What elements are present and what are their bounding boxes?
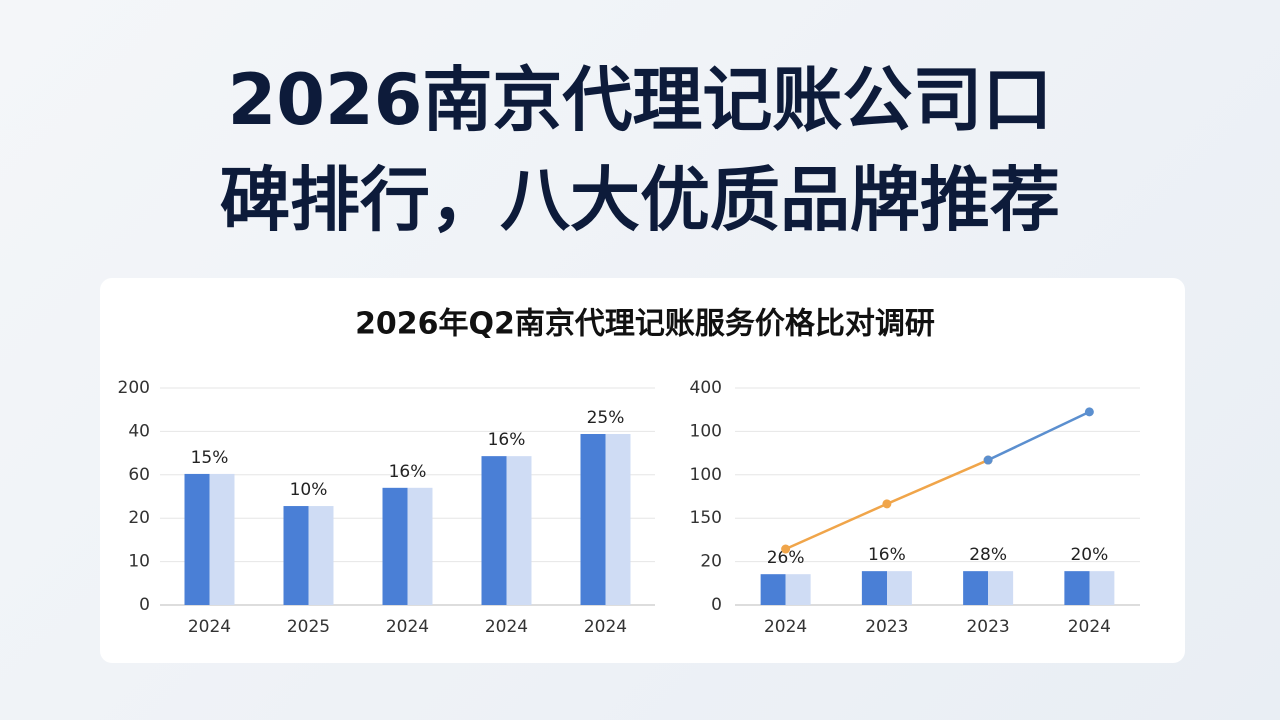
y-tick-label: 100: [690, 421, 722, 441]
x-tick-label: 2024: [1068, 617, 1111, 637]
point: [983, 455, 993, 465]
x-tick-label: 2024: [485, 617, 528, 637]
point: [882, 499, 892, 509]
y-tick-label: 100: [690, 465, 722, 485]
x-tick-label: 2024: [764, 617, 807, 637]
x-tick-label: 2024: [584, 617, 627, 637]
x-tick-label: 2023: [966, 617, 1009, 637]
x-tick-label: 2024: [188, 617, 231, 637]
y-tick-label: 60: [128, 465, 150, 485]
x-tick-label: 2025: [287, 617, 330, 637]
bar: [1064, 571, 1115, 605]
bar: [184, 473, 235, 605]
y-tick-label: 20: [700, 552, 722, 572]
bar: [861, 571, 912, 605]
bar-label: 26%: [767, 548, 805, 568]
x-tick-label: 2023: [865, 617, 908, 637]
bar-label: 10%: [290, 480, 328, 500]
y-tick-label: 400: [690, 378, 722, 398]
y-tick-label: 0: [139, 595, 150, 615]
bar: [283, 506, 334, 605]
y-tick-label: 20: [128, 508, 150, 528]
y-tick-label: 40: [128, 421, 150, 441]
title: 碑排行，八大优质品牌推荐: [220, 159, 1060, 241]
bar-label: 16%: [488, 430, 526, 450]
bar: [963, 571, 1014, 605]
bar: [580, 434, 631, 605]
y-tick-label: 200: [118, 378, 150, 398]
title: 2026南京代理记账公司口: [228, 59, 1053, 141]
bar-label: 16%: [389, 462, 427, 482]
bar-label: 16%: [868, 545, 906, 565]
y-tick-label: 150: [690, 508, 722, 528]
bar: [382, 487, 433, 605]
x-tick-label: 2024: [386, 617, 429, 637]
y-tick-label: 0: [711, 595, 722, 615]
bar-label: 25%: [587, 408, 625, 428]
y-tick-label: 10: [128, 552, 150, 572]
bar-label: 28%: [969, 545, 1007, 565]
bar: [760, 574, 811, 605]
line: [987, 410, 1090, 462]
point: [781, 544, 791, 554]
card: [100, 278, 1185, 663]
bar: [481, 456, 532, 605]
bar-label: 20%: [1070, 545, 1108, 565]
chart-title: 2026年Q2南京代理记账服务价格比对调研: [355, 307, 935, 342]
point: [1084, 407, 1094, 417]
bar-label: 15%: [191, 448, 229, 468]
